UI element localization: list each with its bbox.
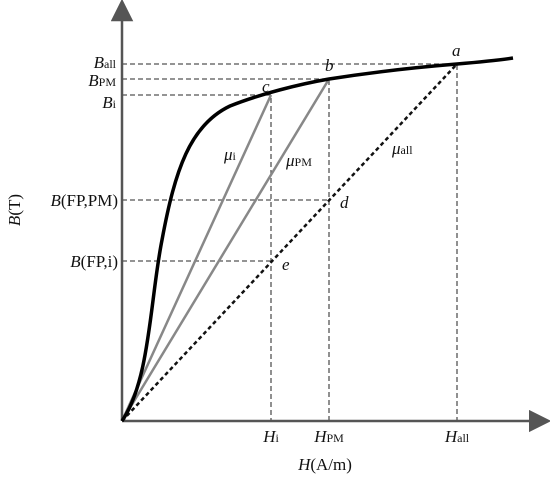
label-part: i xyxy=(113,97,117,111)
label-part: B xyxy=(102,93,113,112)
label-part: all xyxy=(457,431,470,445)
x-label: HPM xyxy=(313,427,344,446)
label-part: H xyxy=(297,455,312,474)
x-label: Hi xyxy=(262,427,279,446)
label-part: i xyxy=(233,149,237,163)
label-part: (A/m) xyxy=(310,455,352,474)
y-label: Ball xyxy=(94,53,117,72)
y-axis-label: B(T) xyxy=(5,194,24,226)
label-part: μ xyxy=(285,151,295,170)
label-part: (T) xyxy=(5,194,24,216)
label-part: H xyxy=(444,427,459,446)
y-label: Bi xyxy=(102,93,116,112)
y-label: BPM xyxy=(88,71,116,90)
label-part: μ xyxy=(223,145,233,164)
label-part: H xyxy=(313,427,328,446)
slope-line xyxy=(120,78,331,422)
label-part: i xyxy=(275,431,279,445)
slope-line xyxy=(120,94,273,422)
label-part: B xyxy=(94,53,105,72)
point-label: b xyxy=(325,56,334,75)
label-part: B xyxy=(88,71,99,90)
slope-line xyxy=(121,63,458,422)
label-part: μ xyxy=(391,139,401,158)
y-label: B(FP,PM) xyxy=(50,191,118,210)
label-part: all xyxy=(104,57,117,71)
label-part: (FP,PM) xyxy=(61,191,118,210)
label-part: H xyxy=(262,427,277,446)
label-part: PM xyxy=(99,75,117,89)
label-part: B xyxy=(70,252,81,271)
label-part: PM xyxy=(326,431,344,445)
label-part: B xyxy=(50,191,61,210)
point-label: d xyxy=(340,193,349,212)
point-label: a xyxy=(452,41,461,60)
x-label: Hall xyxy=(444,427,470,446)
slope-label: μi xyxy=(223,145,237,164)
point-label: c xyxy=(262,77,270,96)
x-axis-label: H(A/m) xyxy=(297,455,352,474)
slope-label: μPM xyxy=(285,151,312,170)
label-part: PM xyxy=(295,155,313,169)
slope-label: μall xyxy=(391,139,413,158)
y-label: B(FP,i) xyxy=(70,252,118,271)
point-label: e xyxy=(282,255,290,274)
label-part: B xyxy=(5,215,24,226)
label-part: all xyxy=(401,143,414,157)
bh-curve xyxy=(120,56,514,422)
label-part: (FP,i) xyxy=(81,252,118,271)
